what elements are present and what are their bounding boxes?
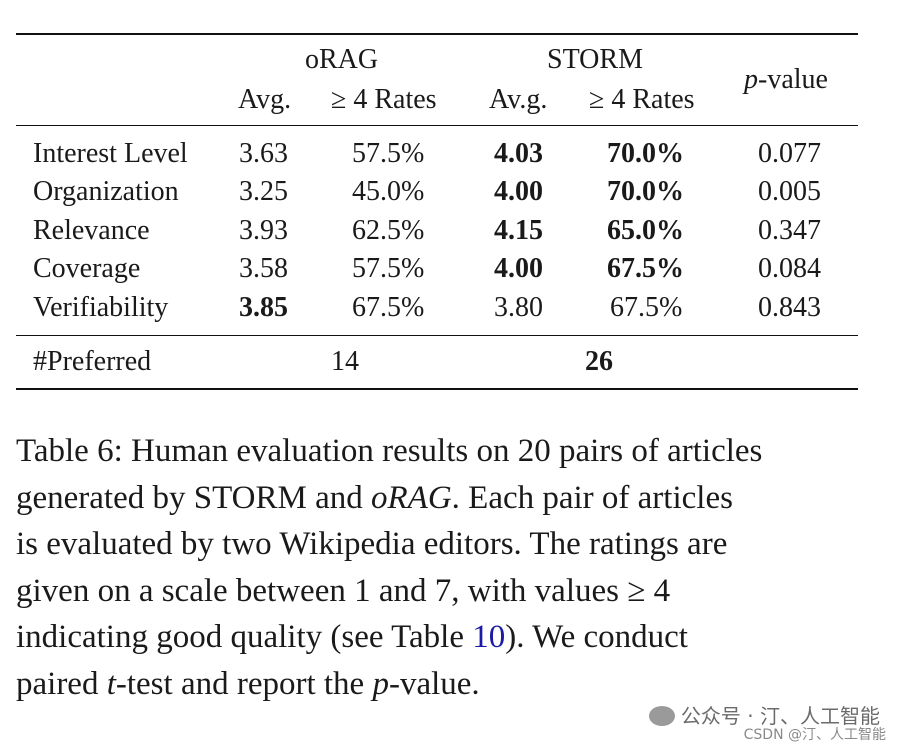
storm-rate-cell: 70.0% xyxy=(607,138,684,169)
row-label: Relevance xyxy=(33,215,150,246)
preferred-storm: 26 xyxy=(585,346,613,377)
header-pvalue-rest: -value xyxy=(758,64,828,95)
subheader-orag-rates: ≥ 4 Rates xyxy=(331,84,437,115)
caption-text: -test and report the xyxy=(115,665,373,702)
caption-line-5: indicating good quality (see Table 10). … xyxy=(16,614,858,661)
watermark-csdn: CSDN @汀、人工智能 xyxy=(743,727,886,743)
caption-text: paired xyxy=(16,665,107,702)
storm-avg-cell: 4.03 xyxy=(494,138,543,169)
preferred-label: #Preferred xyxy=(33,346,152,377)
header-pvalue-p: p xyxy=(744,64,758,95)
caption-orag: oRAG xyxy=(371,479,452,516)
caption-t: t xyxy=(106,665,116,702)
preferred-orag: 14 xyxy=(331,346,359,377)
row-label: Coverage xyxy=(33,253,141,284)
storm-avg-cell: 4.00 xyxy=(494,253,543,284)
watermark-text: 公众号 · 汀、人工智能 xyxy=(680,704,880,728)
orag-rate-cell: 57.5% xyxy=(352,138,425,169)
table-caption: Table 6: Human evaluation results on 20 … xyxy=(16,428,858,707)
bottom-rule xyxy=(16,388,858,391)
pvalue-cell: 0.005 xyxy=(758,176,821,207)
pvalue-cell: 0.077 xyxy=(758,138,821,169)
row-label: Organization xyxy=(33,176,179,207)
caption-text: -value. xyxy=(388,665,480,702)
orag-rate-cell: 62.5% xyxy=(352,215,425,246)
top-rule xyxy=(16,33,858,36)
storm-rate-cell: 67.5% xyxy=(607,253,684,284)
header-storm: STORM xyxy=(547,44,643,75)
orag-rate-cell: 45.0% xyxy=(352,176,425,207)
orag-rate-cell: 67.5% xyxy=(352,292,425,323)
storm-avg-cell: 4.00 xyxy=(494,176,543,207)
caption-line-4: given on a scale between 1 and 7, with v… xyxy=(16,572,671,609)
caption-line-2: generated by STORM and oRAG. Each pair o… xyxy=(16,475,858,522)
orag-avg-cell: 3.85 xyxy=(239,292,288,323)
orag-avg-cell: 3.58 xyxy=(239,253,288,284)
orag-avg-cell: 3.63 xyxy=(239,138,288,169)
caption-text: indicating good quality (see Table xyxy=(16,619,473,655)
caption-line-1: Table 6: Human evaluation results on 20 … xyxy=(16,433,763,469)
row-label: Interest Level xyxy=(33,138,188,169)
header-rule xyxy=(16,125,858,127)
subheader-orag-avg: Avg. xyxy=(238,84,292,115)
caption-p: p xyxy=(372,665,389,702)
storm-avg-cell: 4.15 xyxy=(494,215,543,246)
header-orag: oRAG xyxy=(305,44,379,75)
pvalue-cell: 0.843 xyxy=(758,292,821,323)
storm-rate-cell: 70.0% xyxy=(607,176,684,207)
pvalue-cell: 0.347 xyxy=(758,215,821,246)
wechat-icon xyxy=(648,706,675,726)
row-label: Verifiability xyxy=(33,292,169,323)
storm-rate-cell: 65.0% xyxy=(607,215,684,246)
subheader-storm-avg: Av.g. xyxy=(489,84,548,115)
orag-avg-cell: 3.25 xyxy=(239,176,288,207)
caption-line-3: is evaluated by two Wikipedia editors. T… xyxy=(16,526,728,562)
preferred-rule xyxy=(16,335,858,337)
header-pvalue: p-value xyxy=(744,64,828,96)
orag-avg-cell: 3.93 xyxy=(239,215,288,246)
storm-rate-cell: 67.5% xyxy=(610,292,683,323)
caption-text: generated by STORM and xyxy=(16,479,371,516)
caption-line-6: paired t-test and report the p-value. xyxy=(16,661,858,708)
orag-rate-cell: 57.5% xyxy=(352,253,425,284)
caption-text: ). We conduct xyxy=(505,619,688,655)
storm-avg-cell: 3.80 xyxy=(494,292,543,323)
subheader-storm-rates: ≥ 4 Rates xyxy=(589,84,695,115)
pvalue-cell: 0.084 xyxy=(758,253,821,284)
watermark: 公众号 · 汀、人工智能 xyxy=(648,700,880,729)
caption-text: . Each pair of articles xyxy=(451,479,733,516)
table-ref-link[interactable]: 10 xyxy=(472,619,506,655)
